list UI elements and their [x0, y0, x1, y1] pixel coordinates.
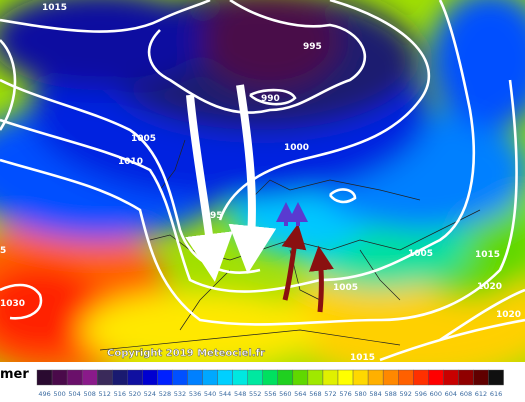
copyright: Copyright 2019 Meteociel.fr — [107, 348, 265, 359]
color-swatch — [413, 369, 429, 386]
color-swatch — [157, 369, 173, 386]
color-scale: 496 500 504 508 512 516 520 524 528 532 536 540 544 5… — [36, 369, 504, 398]
scale-label: 616 — [490, 390, 502, 398]
color-swatch — [352, 369, 369, 386]
scale-label: 556 — [264, 390, 276, 398]
scale-label: 564 — [294, 390, 306, 398]
color-swatch — [322, 369, 339, 386]
scale-label: 576 — [339, 390, 351, 398]
isobar-label: 995 — [303, 42, 322, 52]
color-swatch — [382, 369, 399, 386]
color-swatch — [367, 369, 384, 386]
isobar-labels: 1015 995 990 1005 1010 1000 95 1005 1005 1015 1020… — [0, 3, 521, 363]
isobar-label: 1030 — [0, 299, 25, 309]
scale-label: 604 — [445, 390, 457, 398]
scale-label: 548 — [234, 390, 246, 398]
isobar-label: 1020 — [477, 282, 502, 292]
scale-label: 568 — [309, 390, 321, 398]
scale-label: 612 — [475, 390, 487, 398]
color-swatch — [127, 369, 143, 386]
scale-label: 516 — [114, 390, 126, 398]
isobar-label: 1015 — [42, 3, 67, 13]
color-swatch — [112, 369, 128, 386]
color-swatch — [36, 369, 53, 386]
color-swatch — [473, 369, 489, 386]
color-swatch — [51, 369, 68, 386]
color-swatch — [81, 369, 98, 386]
color-swatch — [232, 369, 248, 386]
color-swatch — [488, 369, 504, 386]
scale-label: 524 — [144, 390, 156, 398]
scale-label: 552 — [249, 390, 261, 398]
scale-label: 600 — [430, 390, 442, 398]
color-swatch — [277, 369, 294, 386]
isobar-label: 1005 — [131, 134, 156, 144]
color-swatch — [247, 369, 263, 386]
scale-label: 528 — [159, 390, 171, 398]
scale-label: 572 — [324, 390, 336, 398]
isobar-label: 1020 — [496, 310, 521, 320]
scale-label: 512 — [99, 390, 111, 398]
isobar-label: 5 — [0, 246, 6, 256]
color-swatch — [292, 369, 309, 386]
color-swatch — [96, 369, 113, 386]
color-swatch — [307, 369, 324, 386]
color-swatch — [66, 369, 83, 386]
color-swatch — [428, 369, 444, 386]
isobar-label: 1005 — [408, 249, 433, 259]
isobar-label: 1010 — [118, 157, 143, 167]
scale-label: 592 — [400, 390, 412, 398]
scale-label: 540 — [204, 390, 216, 398]
isobar-label: 1015 — [475, 250, 500, 260]
color-swatch — [458, 369, 474, 386]
color-swatch — [202, 369, 218, 386]
color-swatch — [217, 369, 233, 386]
color-swatch — [172, 369, 188, 386]
color-swatch — [142, 369, 158, 386]
color-swatch — [398, 369, 414, 386]
scale-label: 608 — [460, 390, 472, 398]
scale-label: 580 — [354, 390, 366, 398]
map-field — [0, 0, 525, 362]
color-swatch — [262, 369, 279, 386]
scale-label: 504 — [68, 390, 80, 398]
color-swatch — [443, 369, 459, 386]
scale-label: 588 — [384, 390, 396, 398]
scale-label: 520 — [129, 390, 141, 398]
scale-label: 560 — [279, 390, 291, 398]
isobar-label: 1000 — [284, 143, 309, 153]
isobar-label: 95 — [210, 211, 223, 221]
scale-label: 584 — [369, 390, 381, 398]
scale-label: 596 — [415, 390, 427, 398]
color-swatch — [337, 369, 354, 386]
isobar-label: 1005 — [333, 283, 358, 293]
scale-label: 500 — [53, 390, 65, 398]
scale-label: 532 — [174, 390, 186, 398]
scale-label: 508 — [83, 390, 95, 398]
isobar-label: 1015 — [350, 353, 375, 363]
isobar-label: 990 — [261, 94, 280, 104]
scale-label: 496 — [38, 390, 50, 398]
scale-label: 536 — [189, 390, 201, 398]
color-swatch — [187, 369, 203, 386]
legend-title: mer — [0, 367, 29, 382]
scale-label: 544 — [219, 390, 231, 398]
